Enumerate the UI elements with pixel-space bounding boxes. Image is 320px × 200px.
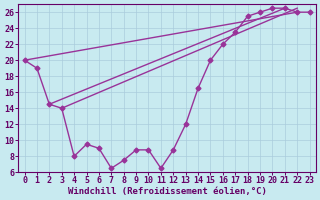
- X-axis label: Windchill (Refroidissement éolien,°C): Windchill (Refroidissement éolien,°C): [68, 187, 267, 196]
